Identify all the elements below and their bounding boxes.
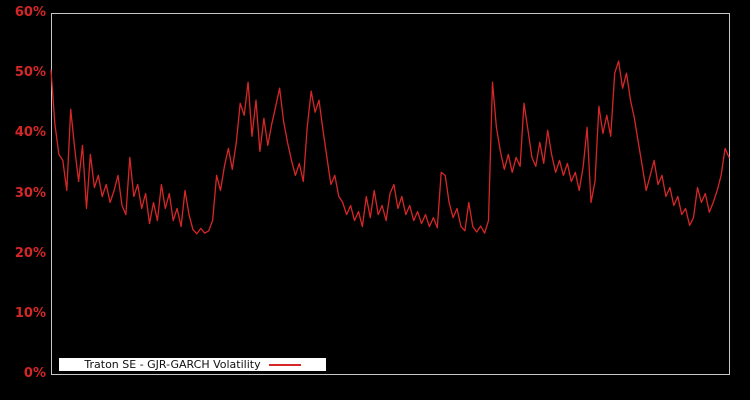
- y-tick-label: 60%: [14, 5, 46, 20]
- legend-line-sample: [268, 363, 301, 366]
- volatility-line: [50, 60, 730, 235]
- y-tick-label: 0%: [23, 366, 46, 381]
- legend: Traton SE - GJR-GARCH Volatility: [58, 357, 327, 372]
- y-tick-label: 50%: [14, 65, 46, 81]
- legend-label: Traton SE - GJR-GARCH Volatility: [84, 358, 261, 371]
- y-tick-label: 20%: [14, 245, 46, 261]
- y-tick-label: 30%: [14, 185, 46, 201]
- y-tick-label: 10%: [14, 305, 46, 321]
- plot-area-border: [51, 13, 730, 375]
- y-tick-label: 40%: [14, 125, 46, 141]
